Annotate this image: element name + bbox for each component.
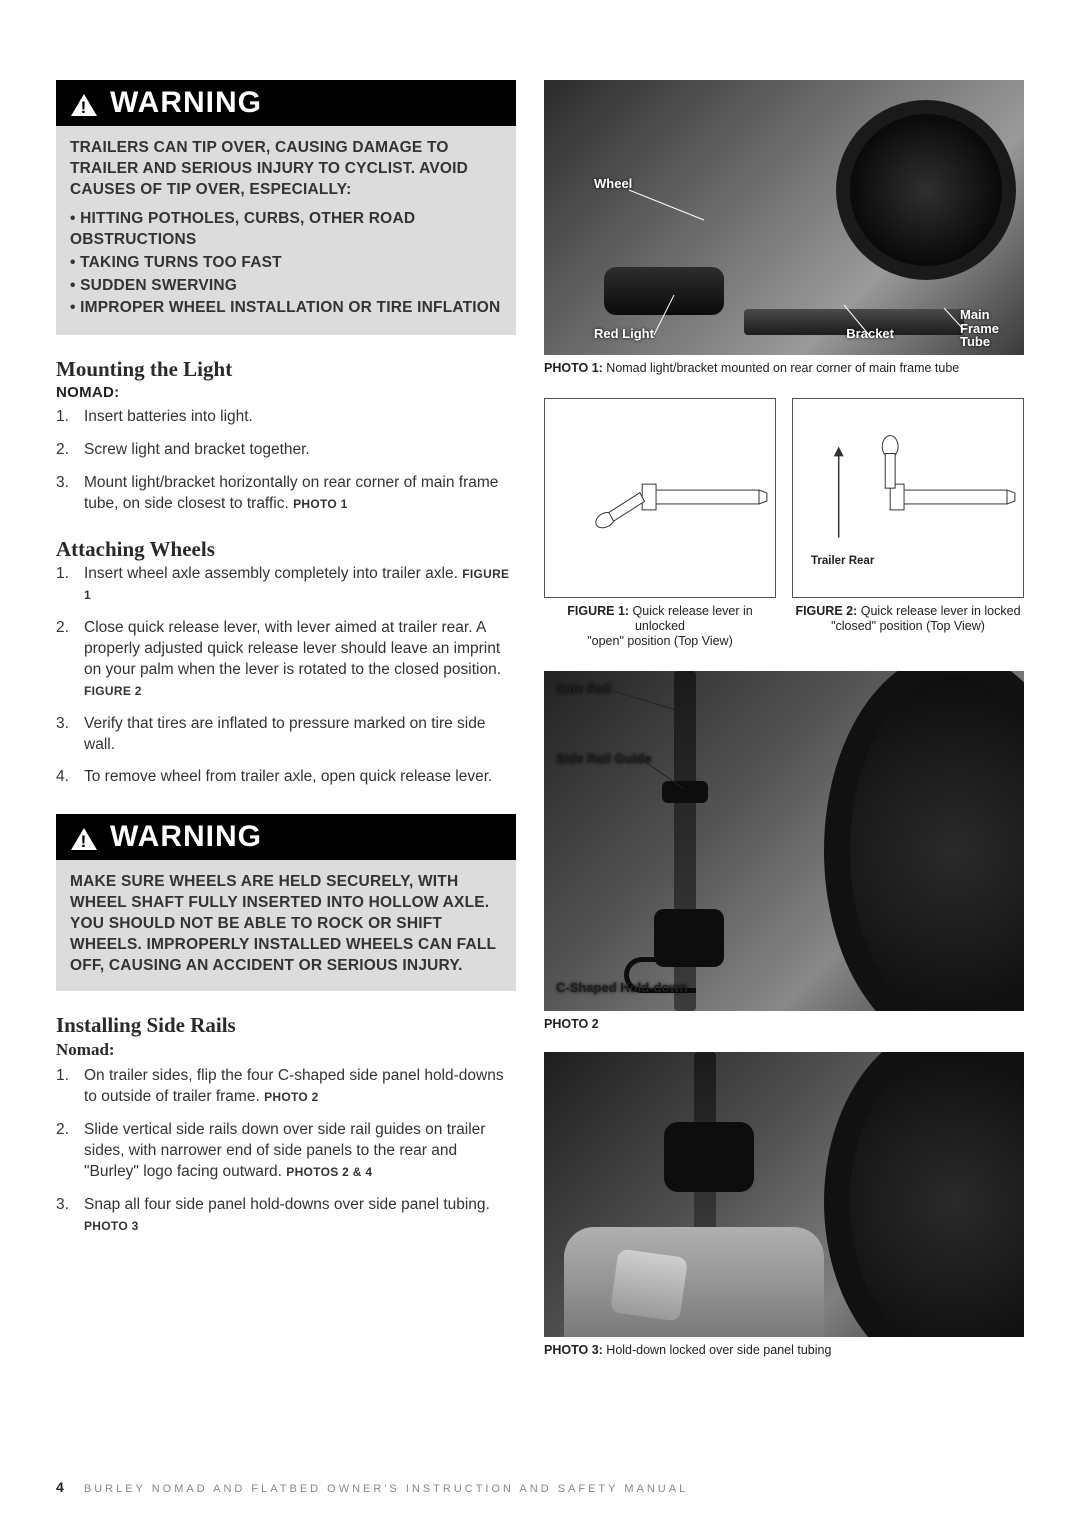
step-text: Screw light and bracket together. bbox=[84, 441, 310, 458]
heading-installing: Installing Side Rails bbox=[56, 1013, 516, 1038]
svg-text:!: ! bbox=[81, 832, 88, 851]
photo2-label-siderailguide: Side Rail Guide bbox=[556, 751, 651, 766]
step-text: Close quick release lever, with lever ai… bbox=[84, 619, 501, 678]
footer-text: BURLEY NOMAD AND FLATBED OWNER'S INSTRUC… bbox=[84, 1483, 688, 1495]
figure-2-cell: Trailer Rear FIGURE 2: Quick release lev… bbox=[792, 398, 1024, 649]
fig1-caption-key: FIGURE 1: bbox=[567, 604, 629, 618]
warning-body-2: MAKE SURE WHEELS ARE HELD SECURELY, WITH… bbox=[56, 860, 516, 991]
page-columns: ! WARNING TRAILERS CAN TIP OVER, CAUSING… bbox=[56, 80, 1024, 1358]
step-ref: FIGURE 2 bbox=[84, 684, 142, 698]
step: Insert batteries into light. bbox=[56, 407, 516, 428]
warning-bullet: HITTING POTHOLES, CURBS, OTHER ROAD OBST… bbox=[70, 209, 502, 251]
page-number: 4 bbox=[56, 1479, 64, 1495]
photo1-label-mainframe: Main Frame Tube bbox=[960, 308, 1012, 349]
photo2-label-siderail: Side Rail bbox=[556, 681, 611, 696]
warning-box-1: ! WARNING TRAILERS CAN TIP OVER, CAUSING… bbox=[56, 80, 516, 335]
step-text: Insert batteries into light. bbox=[84, 408, 253, 425]
warning-header-1: ! WARNING bbox=[56, 80, 516, 126]
photo2-label-holddown: C-Shaped Hold-down bbox=[556, 980, 687, 995]
subhead-nomad-2: Nomad: bbox=[56, 1040, 516, 1060]
left-column: ! WARNING TRAILERS CAN TIP OVER, CAUSING… bbox=[56, 80, 516, 1358]
warning-bullet: IMPROPER WHEEL INSTALLATION OR TIRE INFL… bbox=[70, 298, 502, 319]
step-ref: PHOTO 3 bbox=[84, 1219, 139, 1233]
figure-2-caption: FIGURE 2: Quick release lever in locked … bbox=[792, 604, 1024, 634]
right-column: Wheel Red Light Bracket Main Frame Tube … bbox=[544, 80, 1024, 1358]
warning-bullet-list-1: HITTING POTHOLES, CURBS, OTHER ROAD OBST… bbox=[70, 209, 502, 320]
photo2-caption: PHOTO 2 bbox=[544, 1017, 1024, 1032]
step: Close quick release lever, with lever ai… bbox=[56, 618, 516, 702]
warning-title-2: WARNING bbox=[110, 820, 262, 854]
step-text: Insert wheel axle assembly completely in… bbox=[84, 565, 462, 582]
svg-text:!: ! bbox=[81, 98, 88, 117]
heading-attaching: Attaching Wheels bbox=[56, 537, 516, 562]
step-text: Slide vertical side rails down over side… bbox=[84, 1121, 485, 1180]
subhead-nomad-1: NOMAD: bbox=[56, 384, 516, 401]
photo-2: Side Rail Side Rail Guide C-Shaped Hold-… bbox=[544, 671, 1024, 1011]
step-ref: PHOTO 1 bbox=[293, 497, 348, 511]
photo1-label-wheel: Wheel bbox=[594, 176, 632, 191]
step-text: Mount light/bracket horizontally on rear… bbox=[84, 474, 498, 512]
fig2-caption-line1: Quick release lever in locked bbox=[857, 604, 1020, 618]
fig1-caption-line2: "open" position (Top View) bbox=[587, 634, 733, 648]
step: Mount light/bracket horizontally on rear… bbox=[56, 473, 516, 515]
warning-header-2: ! WARNING bbox=[56, 814, 516, 860]
photo3-caption-text: Hold-down locked over side panel tubing bbox=[603, 1343, 832, 1357]
fig2-caption-line2: "closed" position (Top View) bbox=[831, 619, 985, 633]
step-text: To remove wheel from trailer axle, open … bbox=[84, 768, 492, 785]
step: Verify that tires are inflated to pressu… bbox=[56, 714, 516, 756]
figure-1-caption: FIGURE 1: Quick release lever in unlocke… bbox=[544, 604, 776, 649]
warning-title-1: WARNING bbox=[110, 86, 262, 120]
photo-1: Wheel Red Light Bracket Main Frame Tube bbox=[544, 80, 1024, 355]
steps-mounting: Insert batteries into light. Screw light… bbox=[56, 407, 516, 515]
photo1-caption: PHOTO 1: Nomad light/bracket mounted on … bbox=[544, 361, 1024, 376]
warning-body-1: TRAILERS CAN TIP OVER, CAUSING DAMAGE TO… bbox=[56, 126, 516, 335]
photo3-caption-key: PHOTO 3: bbox=[544, 1343, 603, 1357]
photo1-label-redlight: Red Light bbox=[594, 326, 654, 341]
step: Snap all four side panel hold-downs over… bbox=[56, 1195, 516, 1237]
fig1-caption-line1: Quick release lever in unlocked bbox=[629, 604, 753, 633]
warning-bullet: TAKING TURNS TOO FAST bbox=[70, 253, 502, 274]
fig2-caption-key: FIGURE 2: bbox=[795, 604, 857, 618]
photo1-caption-text: Nomad light/bracket mounted on rear corn… bbox=[603, 361, 959, 375]
warning-intro-1: TRAILERS CAN TIP OVER, CAUSING DAMAGE TO… bbox=[70, 138, 502, 201]
warning-bullet: SUDDEN SWERVING bbox=[70, 276, 502, 297]
page-footer: 4 BURLEY NOMAD AND FLATBED OWNER'S INSTR… bbox=[56, 1479, 688, 1495]
photo1-caption-key: PHOTO 1: bbox=[544, 361, 603, 375]
step-text: Verify that tires are inflated to pressu… bbox=[84, 715, 485, 753]
heading-mounting: Mounting the Light bbox=[56, 357, 516, 382]
step: On trailer sides, flip the four C-shaped… bbox=[56, 1066, 516, 1108]
photo3-caption: PHOTO 3: Hold-down locked over side pane… bbox=[544, 1343, 1024, 1358]
step-text: Snap all four side panel hold-downs over… bbox=[84, 1196, 490, 1213]
step: Slide vertical side rails down over side… bbox=[56, 1120, 516, 1183]
steps-attaching: Insert wheel axle assembly completely in… bbox=[56, 564, 516, 788]
photo2-caption-key: PHOTO 2 bbox=[544, 1017, 599, 1031]
step: Insert wheel axle assembly completely in… bbox=[56, 564, 516, 606]
figure-1-cell: FIGURE 1: Quick release lever in unlocke… bbox=[544, 398, 776, 649]
steps-installing: On trailer sides, flip the four C-shaped… bbox=[56, 1066, 516, 1236]
warning-box-2: ! WARNING MAKE SURE WHEELS ARE HELD SECU… bbox=[56, 814, 516, 991]
figures-row: FIGURE 1: Quick release lever in unlocke… bbox=[544, 398, 1024, 649]
step: To remove wheel from trailer axle, open … bbox=[56, 767, 516, 788]
fig2-trailer-rear-label: Trailer Rear bbox=[811, 555, 874, 567]
photo1-label-bracket: Bracket bbox=[846, 326, 894, 341]
step-ref: PHOTO 2 bbox=[264, 1090, 319, 1104]
warning-triangle-icon: ! bbox=[70, 91, 98, 115]
step: Screw light and bracket together. bbox=[56, 440, 516, 461]
photo-3 bbox=[544, 1052, 1024, 1337]
warning-triangle-icon: ! bbox=[70, 825, 98, 849]
step-ref: PHOTOS 2 & 4 bbox=[286, 1165, 372, 1179]
figure-1-box bbox=[544, 398, 776, 598]
figure-2-box: Trailer Rear bbox=[792, 398, 1024, 598]
